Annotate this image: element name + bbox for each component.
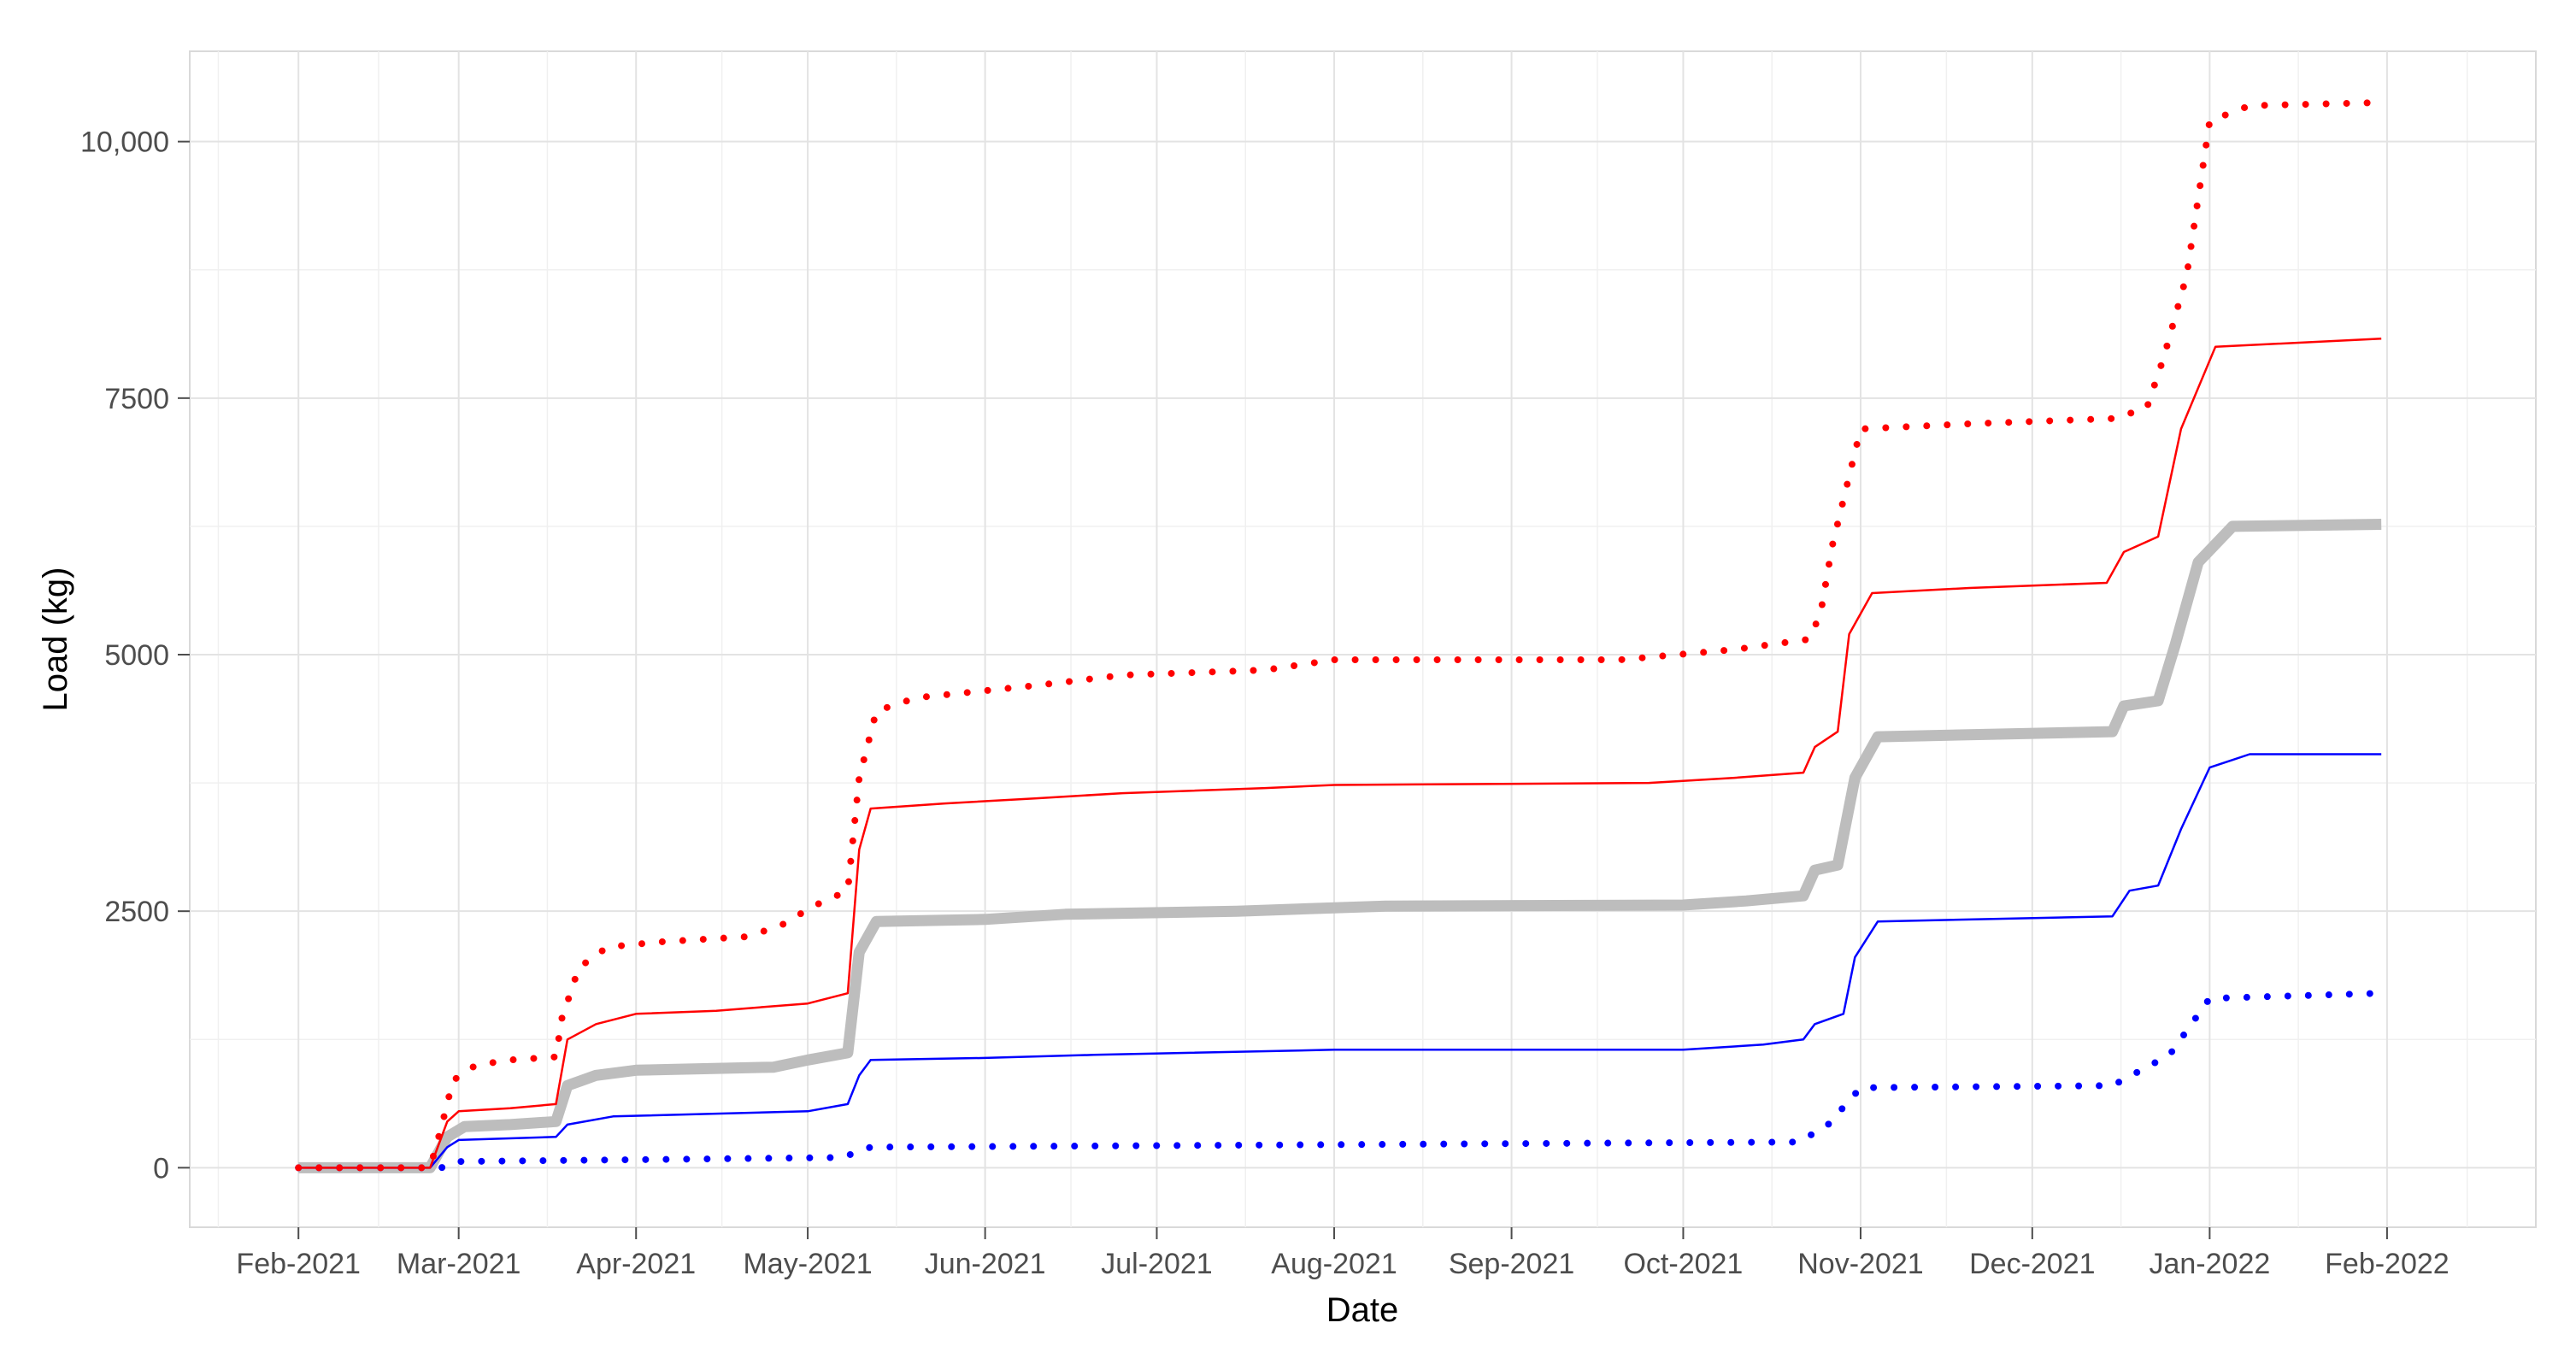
x-tick-label: Apr-2021 (576, 1248, 696, 1280)
series-line-2 (298, 337, 2382, 1169)
y-tick-label: 7500 (104, 383, 169, 415)
x-axis-title: Date (1326, 1291, 1399, 1329)
x-tick-label: Jul-2021 (1101, 1248, 1212, 1280)
x-tick-label: Nov-2021 (1797, 1248, 1923, 1280)
y-axis-title: Load (kg) (37, 567, 74, 712)
y-tick-label: 10,000 (80, 126, 169, 159)
x-tick-label: Feb-2021 (236, 1248, 361, 1280)
minor-gridlines (190, 51, 2536, 1227)
y-tick-label: 2500 (104, 896, 169, 928)
x-tick-label: Sep-2021 (1449, 1248, 1574, 1280)
plot-panel (189, 50, 2537, 1228)
series-line-5 (295, 990, 2385, 1172)
series-layer (295, 99, 2385, 1173)
x-tick-label: Dec-2021 (1969, 1248, 2095, 1280)
series-line-4 (298, 753, 2382, 1169)
x-tick-label: Jan-2022 (2149, 1248, 2270, 1280)
x-tick-label: Aug-2021 (1271, 1248, 1397, 1280)
y-tick-label: 0 (153, 1152, 169, 1185)
x-tick-label: Feb-2022 (2325, 1248, 2450, 1280)
x-tick-label: Oct-2021 (1623, 1248, 1743, 1280)
x-tick-label: Mar-2021 (397, 1248, 521, 1280)
x-tick-label: May-2021 (743, 1248, 872, 1280)
series-line-3 (298, 519, 2382, 1173)
y-tick-label: 5000 (104, 639, 169, 672)
x-axis: Feb-2021 Mar-2021 Apr-2021 May-2021 Jun-2021… (236, 1227, 2450, 1280)
major-gridlines (190, 51, 2536, 1227)
y-axis: 0 2500 5000 7500 10,000 (80, 126, 190, 1185)
x-tick-label: Jun-2021 (925, 1248, 1046, 1280)
